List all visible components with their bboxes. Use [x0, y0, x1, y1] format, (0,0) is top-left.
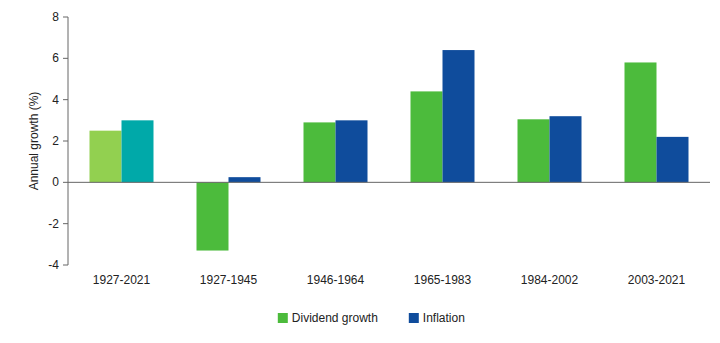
legend-label: Inflation: [423, 311, 465, 325]
bar: [304, 122, 336, 182]
bar: [90, 131, 122, 183]
y-tick: [63, 223, 68, 224]
legend-swatch: [409, 313, 419, 323]
y-tick: [63, 99, 68, 100]
chart-svg: -4 -2 0 2 4 6 8 Annual growth (%) 1927-2021 1927-…: [0, 0, 720, 343]
bar: [122, 120, 154, 182]
y-tick-label: 8: [52, 10, 59, 24]
y-tick-label: 2: [52, 134, 59, 148]
x-tick-label: 1965-1983: [414, 273, 472, 287]
y-tick-label: 4: [52, 93, 59, 107]
y-tick: [63, 182, 68, 183]
y-tick-label: 6: [52, 51, 59, 65]
y-tick: [63, 58, 68, 59]
bar: [625, 62, 657, 182]
x-tick-label: 1946-1964: [307, 273, 365, 287]
y-tick-label: -4: [48, 258, 59, 272]
y-tick: [63, 265, 68, 266]
y-tick-label: 0: [52, 175, 59, 189]
legend-swatch: [278, 313, 288, 323]
y-tick: [63, 17, 68, 18]
zero-line: [68, 182, 710, 183]
y-axis-label: Annual growth (%): [27, 92, 41, 191]
x-tick-label: 1984-2002: [521, 273, 579, 287]
y-tick: [63, 141, 68, 142]
legend-label: Dividend growth: [292, 311, 378, 325]
bar: [518, 119, 550, 182]
chart-container: -4 -2 0 2 4 6 8 Annual growth (%) 1927-2021 1927-…: [0, 0, 720, 343]
bar: [197, 182, 229, 250]
bars: [90, 50, 689, 250]
x-tick-label: 1927-1945: [200, 273, 258, 287]
x-tick-label: 2003-2021: [628, 273, 686, 287]
legend: Dividend growth Inflation: [278, 311, 465, 325]
bar: [443, 50, 475, 182]
bar: [550, 116, 582, 182]
x-tick-label: 1927-2021: [93, 273, 151, 287]
bar: [657, 137, 689, 182]
bar: [336, 120, 368, 182]
bar: [229, 177, 261, 182]
bar: [411, 91, 443, 182]
y-tick-label: -2: [48, 217, 59, 231]
